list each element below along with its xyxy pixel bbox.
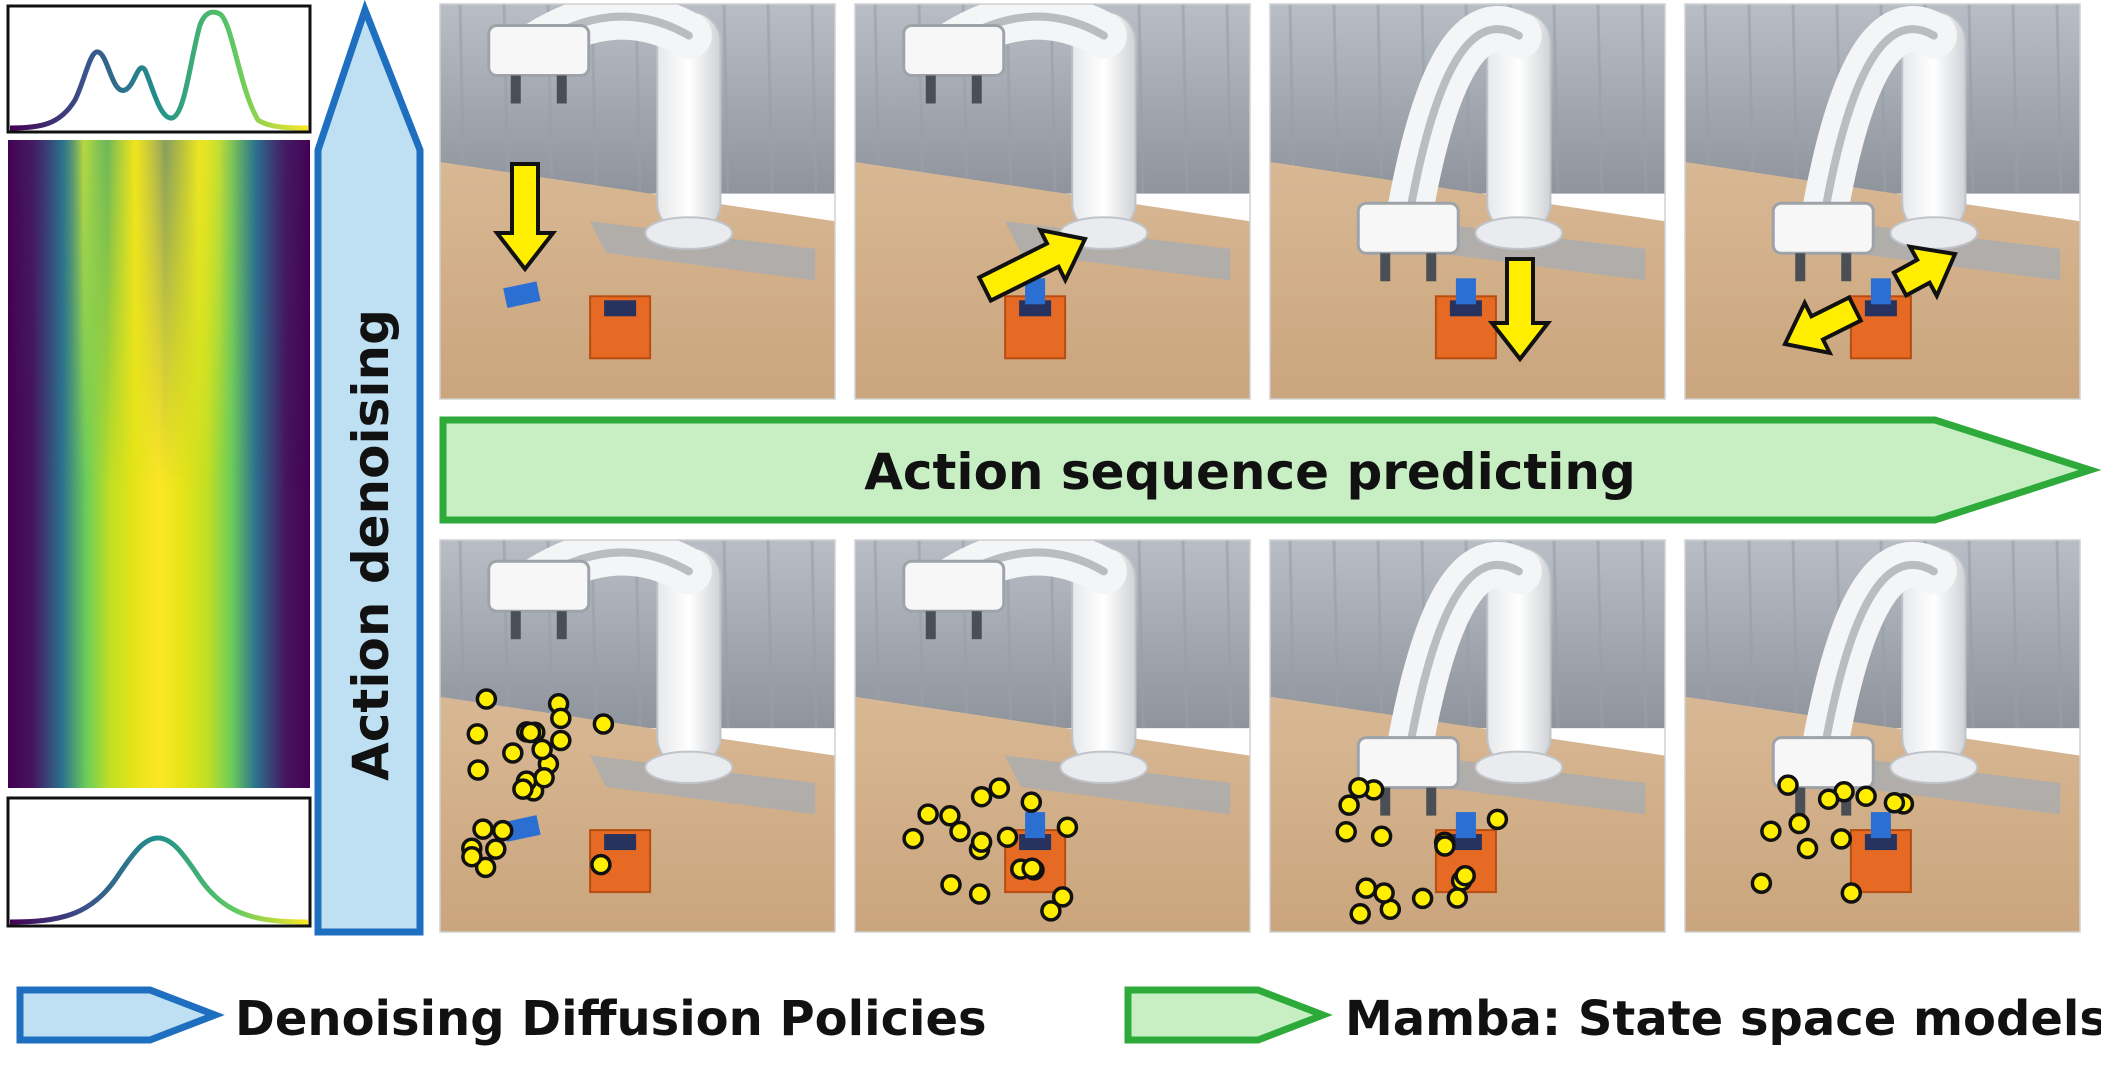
frame-top-2	[854, 3, 1251, 400]
action-dot	[1349, 903, 1371, 925]
action-dot	[1434, 835, 1456, 857]
action-dot	[1338, 794, 1360, 816]
frame-bottom-4	[1684, 539, 2081, 933]
action-dot	[1056, 816, 1079, 838]
top-distribution-plot	[6, 4, 312, 134]
action-dot	[996, 826, 1019, 848]
action-dot	[533, 766, 555, 789]
action-dot	[902, 827, 924, 850]
action-dot	[1355, 877, 1378, 899]
action-dot	[1335, 821, 1357, 843]
action-dot	[917, 803, 939, 825]
frame-top-3	[1269, 3, 1666, 400]
action-dot	[1486, 808, 1509, 831]
legend-item-mamba: Mamba: State space models	[1124, 986, 2101, 1047]
action-dot	[512, 778, 534, 800]
action-dot	[472, 818, 494, 840]
action-dot	[1830, 828, 1853, 850]
action-dot	[1777, 774, 1799, 796]
action-dot	[519, 721, 542, 744]
action-dot	[1883, 792, 1906, 814]
frame-bottom-2	[854, 539, 1251, 933]
legend-label-mamba: Mamba: State space models	[1345, 991, 2101, 1047]
action-dot	[1411, 887, 1434, 910]
multimodal-curve	[9, 9, 309, 131]
motion-arrow-icon	[1782, 294, 1864, 356]
action-dot	[1021, 857, 1043, 879]
action-dot	[485, 838, 507, 860]
legend-label-ddp: Denoising Diffusion Policies	[235, 991, 987, 1047]
action-dot	[949, 820, 971, 843]
action-dot	[970, 831, 993, 853]
action-sequence-arrow: Action sequence predicting	[439, 416, 2101, 524]
heatmap-panel	[8, 140, 310, 788]
action-dot	[1750, 872, 1773, 895]
action-dot	[970, 785, 993, 808]
action-dot	[461, 845, 483, 868]
action-dot	[1817, 788, 1840, 810]
frame-bottom-1	[439, 539, 836, 933]
action-dot	[531, 738, 553, 761]
action-dot	[550, 707, 572, 730]
action-dot	[1040, 900, 1062, 922]
action-dot	[491, 819, 514, 842]
action-dot	[1370, 825, 1393, 847]
action-dot	[1796, 837, 1819, 860]
action-dot	[1788, 812, 1810, 835]
unimodal-curve	[9, 835, 309, 925]
action-dot	[467, 759, 489, 781]
action-dot	[1348, 776, 1370, 799]
action-dot	[1454, 864, 1476, 887]
action-dot	[474, 856, 497, 879]
frame-top-4	[1684, 3, 2081, 400]
action-dot	[502, 742, 524, 764]
action-dot	[988, 777, 1011, 799]
frame-bottom-3	[1269, 539, 1666, 933]
motion-arrow-icon	[1891, 244, 1958, 301]
robot-photo-grid	[439, 3, 2081, 933]
action-dot	[1840, 882, 1863, 904]
action-dot	[1446, 887, 1469, 909]
motion-arrow-icon	[976, 227, 1088, 304]
vertical-arrow-label: Action denoising	[342, 309, 400, 781]
action-dot	[550, 729, 572, 752]
action-dot	[940, 873, 962, 896]
legend-item-ddp: Denoising Diffusion Policies	[16, 986, 987, 1047]
horizontal-arrow-label: Action sequence predicting	[864, 443, 1636, 501]
frame-top-1	[439, 3, 836, 400]
action-dot	[939, 805, 961, 827]
legend: Denoising Diffusion Policies Mamba: Stat…	[16, 986, 2101, 1047]
action-dot	[466, 723, 489, 745]
action-dot	[1760, 820, 1782, 842]
bottom-distribution-plot	[6, 796, 312, 928]
action-dot	[1855, 785, 1877, 807]
action-dot	[592, 713, 615, 735]
action-dot	[590, 853, 612, 876]
action-dot	[1373, 882, 1395, 904]
action-denoising-arrow: Action denoising	[314, 0, 424, 936]
action-dot	[968, 883, 991, 905]
motion-arrow-icon	[492, 162, 558, 273]
motion-arrow-icon	[1487, 257, 1553, 363]
action-dot	[1020, 791, 1043, 813]
action-dot	[475, 688, 498, 710]
action-dot	[1051, 886, 1074, 908]
